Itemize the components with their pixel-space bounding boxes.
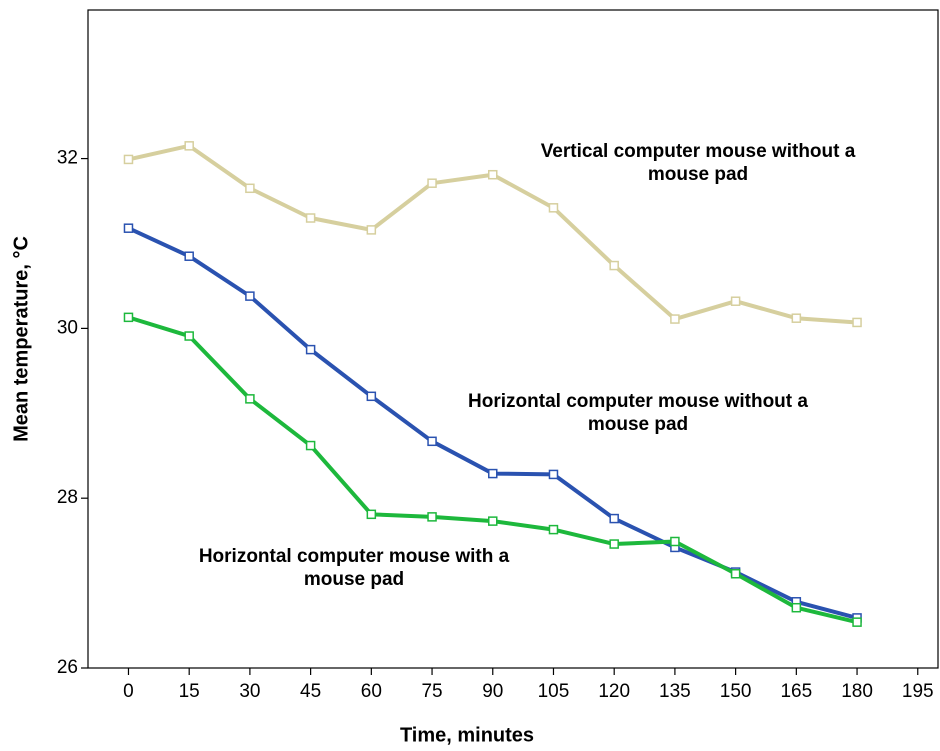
- series-annotation: mouse pad: [304, 569, 404, 590]
- series-annotation: mouse pad: [648, 164, 748, 185]
- x-tick-label: 150: [720, 681, 752, 702]
- y-tick-label: 26: [57, 657, 78, 678]
- point-marker: [548, 469, 559, 480]
- point-marker: [609, 260, 619, 271]
- point-marker: [184, 141, 194, 151]
- y-tick-label: 28: [57, 487, 78, 508]
- x-tick-label: 195: [902, 681, 934, 702]
- point-marker: [366, 509, 377, 520]
- point-marker: [670, 314, 680, 324]
- point-marker: [305, 344, 316, 355]
- point-marker: [245, 394, 255, 404]
- point-marker: [548, 524, 559, 535]
- point-marker: [609, 539, 619, 549]
- point-marker: [427, 436, 437, 447]
- x-tick-label: 165: [780, 681, 812, 702]
- x-tick-label: 105: [538, 681, 570, 702]
- point-marker: [852, 617, 862, 627]
- point-marker: [366, 391, 377, 402]
- point-marker: [609, 513, 619, 524]
- x-tick-label: 135: [659, 681, 691, 702]
- y-tick-label: 30: [57, 317, 78, 338]
- x-tick-label: 60: [361, 681, 382, 702]
- point-marker: [305, 213, 316, 223]
- plot-frame: [87, 9, 939, 669]
- point-marker: [730, 569, 741, 579]
- x-tick-label: 15: [179, 681, 200, 702]
- point-marker: [488, 468, 498, 479]
- x-axis-label: Time, minutes: [400, 724, 534, 746]
- x-tick-label: 45: [300, 681, 321, 702]
- x-tick-label: 0: [123, 681, 134, 702]
- point-marker: [791, 602, 802, 613]
- x-tick-label: 30: [239, 681, 260, 702]
- point-marker: [730, 296, 741, 306]
- point-marker: [366, 225, 377, 235]
- point-marker: [488, 516, 498, 526]
- y-axis-label: Mean temperature, °C: [10, 236, 32, 442]
- point-marker: [184, 331, 194, 341]
- point-marker: [123, 223, 134, 233]
- x-tick-label: 90: [482, 681, 503, 702]
- point-marker: [245, 291, 255, 301]
- series-annotation: Vertical computer mouse without a: [541, 141, 856, 162]
- point-marker: [852, 317, 862, 328]
- point-marker: [791, 313, 802, 323]
- x-tick-label: 180: [841, 681, 873, 702]
- point-marker: [123, 154, 134, 165]
- y-tick-label: 32: [57, 148, 78, 169]
- series-annotation: Horizontal computer mouse with a: [199, 546, 510, 567]
- x-tick-label: 120: [598, 681, 630, 702]
- point-marker: [427, 512, 437, 522]
- series-annotation: Horizontal computer mouse without a: [468, 391, 808, 412]
- point-marker: [305, 440, 316, 451]
- point-marker: [245, 183, 255, 194]
- point-marker: [123, 312, 134, 323]
- point-marker: [184, 251, 194, 261]
- x-tick-label: 75: [421, 681, 442, 702]
- point-marker: [488, 169, 498, 180]
- point-marker: [427, 178, 437, 188]
- point-marker: [548, 203, 559, 213]
- point-marker: [670, 536, 680, 547]
- series-annotation: mouse pad: [588, 414, 688, 435]
